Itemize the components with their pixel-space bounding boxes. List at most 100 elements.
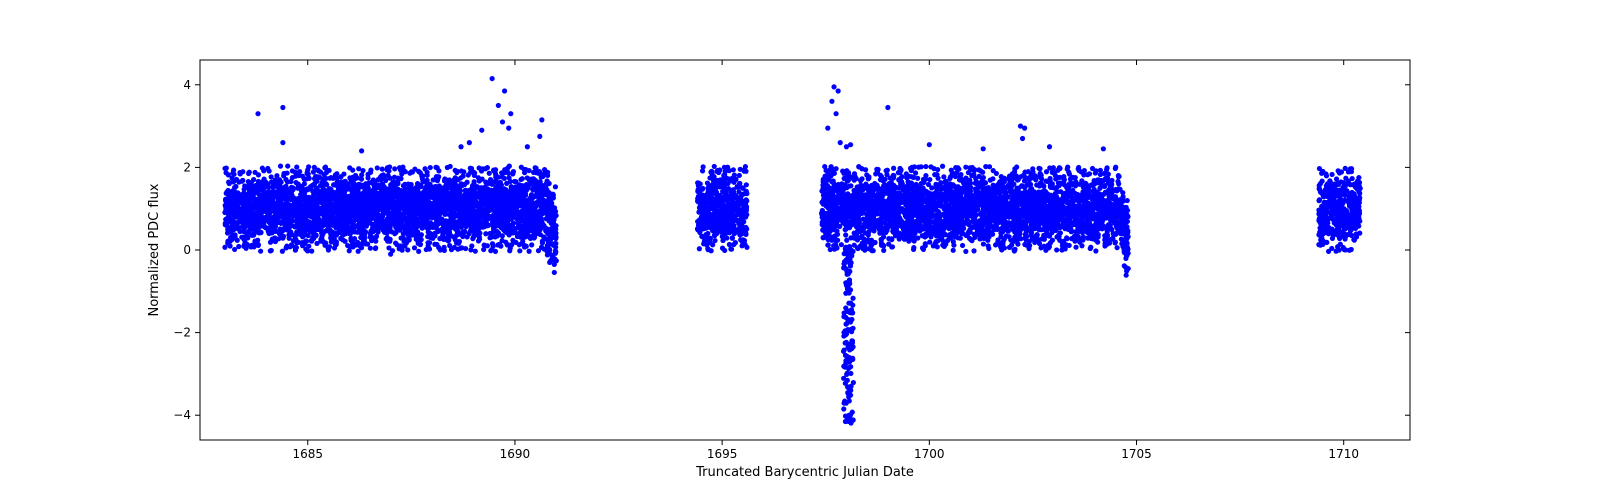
data-point (347, 165, 352, 170)
data-point (710, 242, 715, 247)
data-point (385, 188, 390, 193)
data-point (510, 202, 515, 207)
data-point (350, 240, 355, 245)
data-point (235, 207, 240, 212)
data-point (731, 217, 736, 222)
data-point (285, 163, 290, 168)
data-point (406, 236, 411, 241)
data-point (347, 207, 352, 212)
data-point (545, 173, 550, 178)
data-point (322, 229, 327, 234)
data-point (478, 224, 483, 229)
data-point (477, 165, 482, 170)
data-point (390, 213, 395, 218)
data-point (424, 247, 429, 252)
data-point (295, 220, 300, 225)
data-point (513, 185, 518, 190)
data-point (722, 186, 727, 191)
data-point (261, 208, 266, 213)
data-point (278, 205, 283, 210)
data-point (236, 244, 241, 249)
data-point (373, 245, 378, 250)
data-point (422, 216, 427, 221)
data-point (539, 245, 544, 250)
data-point (705, 180, 710, 185)
data-point (700, 234, 705, 239)
data-point (287, 220, 292, 225)
data-point (354, 193, 359, 198)
data-point (530, 187, 535, 192)
data-point (699, 193, 704, 198)
data-point (483, 180, 488, 185)
data-point (457, 218, 462, 223)
data-point (698, 181, 703, 186)
data-point (714, 190, 719, 195)
data-point (405, 217, 410, 222)
data-point (265, 205, 270, 210)
data-point (415, 223, 420, 228)
data-point (277, 220, 282, 225)
data-point (415, 196, 420, 201)
data-point (402, 210, 407, 215)
data-point (293, 206, 298, 211)
data-point (241, 194, 246, 199)
data-point (474, 220, 479, 225)
data-point (482, 218, 487, 223)
data-point (367, 201, 372, 206)
data-point (740, 185, 745, 190)
data-point (505, 242, 510, 247)
data-point (313, 190, 318, 195)
data-point (960, 243, 965, 248)
data-point (286, 226, 291, 231)
data-point (410, 205, 415, 210)
data-point (457, 208, 462, 213)
data-point (488, 194, 493, 199)
data-point (553, 251, 558, 256)
data-point (712, 164, 717, 169)
data-point (422, 166, 427, 171)
data-point (347, 248, 352, 253)
data-point (498, 244, 503, 249)
data-point (256, 197, 261, 202)
data-point (243, 244, 248, 249)
data-point (729, 200, 734, 205)
data-point (246, 171, 251, 176)
data-point (412, 213, 417, 218)
data-point (445, 165, 450, 170)
data-point (271, 193, 276, 198)
data-point (310, 183, 315, 188)
data-point (737, 173, 742, 178)
data-point (445, 181, 450, 186)
data-point (361, 199, 366, 204)
data-point (403, 204, 408, 209)
data-point (517, 242, 522, 247)
data-point (277, 231, 282, 236)
data-point (453, 175, 458, 180)
data-point (294, 165, 299, 170)
data-point (487, 171, 492, 176)
data-point (331, 214, 336, 219)
data-point (704, 200, 709, 205)
data-point (722, 179, 727, 184)
data-point (432, 201, 437, 206)
data-point (224, 207, 229, 212)
data-point (394, 242, 399, 247)
data-point (228, 202, 233, 207)
data-point (374, 234, 379, 239)
data-point (469, 227, 474, 232)
data-point (492, 189, 497, 194)
data-point (522, 222, 527, 227)
data-point (422, 223, 427, 228)
data-point (314, 179, 319, 184)
data-point (510, 171, 515, 176)
data-point (550, 192, 555, 197)
data-point (226, 172, 231, 177)
data-point (226, 230, 231, 235)
data-point (365, 172, 370, 177)
data-point (246, 197, 251, 202)
data-point (357, 230, 362, 235)
data-point (369, 191, 374, 196)
data-point (387, 164, 392, 169)
data-point (393, 194, 398, 199)
data-point (252, 170, 257, 175)
